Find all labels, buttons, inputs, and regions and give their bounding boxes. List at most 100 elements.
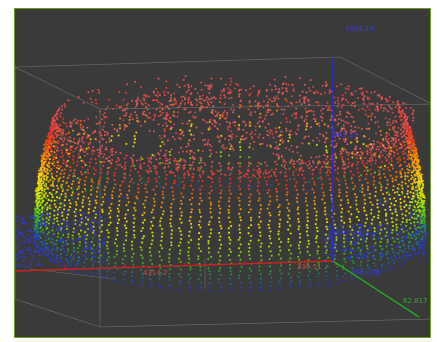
cloud-point	[238, 236, 241, 239]
cloud-point	[72, 223, 75, 225]
cloud-point	[97, 180, 100, 183]
cloud-point	[207, 251, 211, 254]
cloud-point	[229, 220, 232, 224]
cloud-point	[353, 253, 356, 256]
cloud-point	[198, 203, 201, 206]
cloud-point	[20, 263, 23, 266]
cloud-point	[109, 151, 112, 153]
cloud-point	[411, 234, 414, 237]
cloud-point	[229, 192, 232, 195]
cloud-point	[412, 152, 415, 155]
cloud-point	[416, 171, 419, 174]
cloud-point	[70, 125, 72, 128]
cloud-point	[414, 153, 417, 156]
cloud-point	[258, 215, 261, 219]
cloud-point	[413, 178, 416, 181]
cloud-point	[121, 180, 124, 183]
cloud-point	[73, 246, 76, 249]
cloud-point	[149, 161, 152, 164]
cloud-point	[220, 77, 223, 80]
cloud-point	[121, 109, 124, 112]
cloud-point	[164, 177, 167, 180]
cloud-point	[56, 220, 59, 223]
cloud-point	[377, 216, 380, 220]
cloud-point	[74, 264, 77, 267]
cloud-point	[121, 258, 124, 261]
cloud-point	[326, 101, 329, 104]
cloud-point	[113, 271, 116, 274]
cloud-point	[65, 210, 69, 213]
cloud-point	[299, 77, 302, 80]
point-cloud-scene[interactable]: 1043.16 943.25 543.09 4314.2 336.51 458.…	[15, 9, 431, 338]
cloud-point	[214, 115, 217, 118]
cloud-point	[229, 172, 233, 175]
cloud-point	[343, 279, 346, 282]
cloud-point	[401, 110, 404, 113]
cloud-point	[401, 227, 404, 229]
cloud-point	[314, 120, 317, 123]
cloud-point	[96, 251, 99, 254]
cloud-point	[260, 259, 263, 262]
cloud-point	[297, 212, 300, 215]
3d-point-cloud-viewport[interactable]: 1043.16 943.25 543.09 4314.2 336.51 458.…	[14, 8, 431, 338]
cloud-point	[79, 229, 83, 232]
cloud-point	[190, 211, 193, 214]
cloud-point	[211, 112, 214, 115]
cloud-point	[386, 238, 389, 241]
cloud-point	[54, 244, 57, 247]
cloud-point	[228, 277, 232, 280]
cloud-point	[135, 100, 137, 103]
cloud-point	[289, 224, 292, 227]
cloud-point	[329, 118, 332, 121]
cloud-point	[68, 136, 71, 139]
cloud-point	[343, 241, 346, 244]
cloud-point	[384, 150, 387, 153]
cloud-point	[223, 94, 226, 97]
cloud-point	[268, 272, 272, 275]
cloud-point	[143, 94, 146, 97]
cloud-point	[418, 230, 421, 232]
cloud-point	[201, 94, 204, 97]
cloud-point	[347, 236, 350, 239]
cloud-point	[256, 177, 260, 180]
cloud-point	[280, 264, 283, 267]
cloud-point	[322, 107, 325, 110]
cloud-point	[177, 160, 180, 163]
cloud-point	[230, 137, 233, 140]
cloud-point	[94, 169, 97, 172]
cloud-point	[291, 102, 294, 105]
cloud-point	[396, 134, 400, 137]
cloud-point	[277, 233, 280, 236]
cloud-point	[356, 236, 359, 238]
cloud-point	[189, 157, 192, 160]
cloud-point	[302, 188, 305, 191]
cloud-point	[267, 223, 270, 226]
cloud-point	[310, 156, 313, 159]
cloud-point	[394, 208, 397, 211]
cloud-point	[111, 197, 114, 200]
cloud-point	[94, 99, 97, 102]
cloud-point	[397, 245, 400, 248]
cloud-point	[287, 83, 290, 86]
cloud-point	[79, 170, 83, 173]
cloud-point	[250, 234, 253, 238]
cloud-point	[324, 233, 328, 236]
cloud-point	[424, 225, 427, 228]
cloud-point	[415, 236, 418, 239]
cloud-point	[351, 227, 354, 229]
cloud-point	[152, 118, 155, 121]
cloud-point	[423, 230, 426, 233]
cloud-point	[53, 214, 56, 217]
cloud-point	[268, 257, 271, 261]
cloud-point	[381, 231, 384, 234]
cloud-point	[110, 202, 113, 205]
cloud-point	[125, 112, 128, 115]
cloud-point	[117, 218, 120, 221]
cloud-point	[388, 118, 391, 121]
cloud-point	[56, 110, 59, 113]
cloud-point	[345, 99, 347, 101]
cloud-point	[182, 78, 185, 81]
cloud-point	[397, 104, 399, 107]
cloud-point	[249, 133, 252, 136]
cloud-point	[54, 192, 57, 195]
